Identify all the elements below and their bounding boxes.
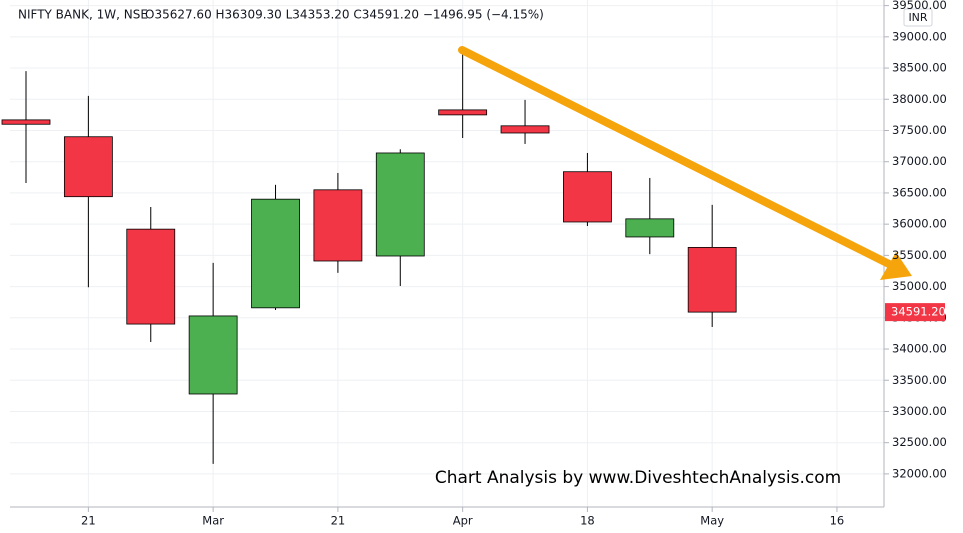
x-tick-label: 21 [331, 514, 346, 528]
ohlc-summary: O35627.60 H36309.30 L34353.20 C34591.20 … [145, 8, 544, 22]
watermark: Chart Analysis by www.DiveshtechAnalysis… [435, 468, 841, 488]
currency-label[interactable]: INR [908, 11, 927, 24]
y-tick-label: 37500.00 [892, 123, 947, 137]
arrow-head [880, 252, 912, 280]
candle-body [126, 228, 176, 325]
y-tick-label: 32000.00 [892, 466, 947, 480]
x-tick-label: Mar [202, 514, 224, 528]
y-tick-label: 39000.00 [892, 29, 947, 43]
x-tick-label: Apr [453, 514, 473, 528]
y-tick-label: 33000.00 [892, 404, 947, 418]
y-tick-label: 35000.00 [892, 279, 947, 293]
x-tick-label: 16 [830, 514, 845, 528]
candle-body [563, 171, 612, 223]
y-tick-label: 35500.00 [892, 248, 947, 262]
y-tick-label: 38000.00 [892, 92, 947, 106]
candle-body [251, 198, 300, 309]
y-tick-label: 37000.00 [892, 154, 947, 168]
last-price-tag [885, 303, 945, 322]
last-price-label: 34591.20 [891, 305, 946, 319]
x-tick-label: 18 [580, 514, 595, 528]
candle-body [1, 119, 51, 125]
candle-body [625, 218, 675, 238]
candle-body [63, 136, 113, 198]
y-tick-label: 38500.00 [892, 61, 947, 75]
y-tick-label: 34000.00 [892, 342, 947, 356]
arrow-shaft [458, 46, 897, 270]
currency-box[interactable] [903, 8, 933, 27]
candle-body [188, 315, 238, 395]
y-tick-label: 36500.00 [892, 185, 947, 199]
y-tick-label: 36000.00 [892, 217, 947, 231]
candle-body [313, 189, 363, 262]
trend-arrow [458, 46, 912, 280]
candle-body [687, 247, 737, 313]
y-tick-label: 39500.00 [892, 0, 947, 12]
chart-title: NIFTY BANK, 1W, NSE [18, 8, 148, 22]
candle-body [375, 152, 425, 257]
x-tick-label: May [700, 514, 724, 528]
candle-body [500, 125, 550, 134]
y-tick-label: 33500.00 [892, 373, 947, 387]
y-tick-label: 32500.00 [892, 435, 947, 449]
x-tick-label: 21 [81, 514, 96, 528]
candle-body [438, 109, 488, 116]
